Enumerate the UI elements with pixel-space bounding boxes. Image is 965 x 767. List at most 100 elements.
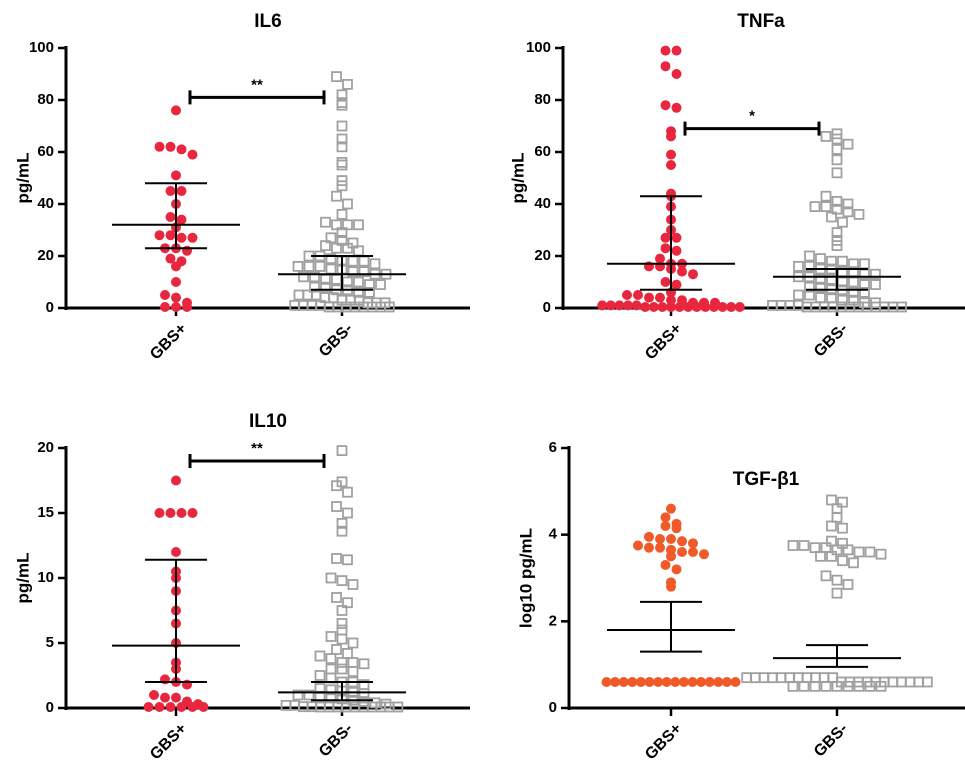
data-point-gbs-neg <box>837 216 848 228</box>
data-point-gbs-neg <box>336 208 348 220</box>
panel-il10: IL10 pg/mL 0 5 10 15 20 GBS+ GBS- ** <box>13 411 470 763</box>
data-point-gbs-neg <box>336 99 348 111</box>
data-point-gbs-pos <box>182 302 192 312</box>
data-point-gbs-neg <box>848 286 859 298</box>
data-point-gbs-neg <box>347 637 359 649</box>
data-point-gbs-pos <box>677 536 687 547</box>
y-tick-label: 20 <box>37 247 54 264</box>
data-point-gbs-pos <box>171 475 181 486</box>
data-point-gbs-neg <box>831 195 843 207</box>
data-point-gbs-neg <box>787 540 799 551</box>
data-point-gbs-pos <box>176 186 187 196</box>
data-point-gbs-pos <box>666 149 676 160</box>
data-point-gbs-pos <box>614 300 625 311</box>
data-point-gbs-pos <box>154 508 165 518</box>
data-point-gbs-neg <box>336 525 348 537</box>
data-point-gbs-neg <box>853 208 865 220</box>
data-point-gbs-neg <box>826 535 837 547</box>
y-tick-label: 0 <box>543 299 551 316</box>
data-point-gbs-neg <box>325 253 337 265</box>
data-point-gbs-pos <box>699 549 709 560</box>
y-axis-label: log10 pg/mL <box>516 528 535 628</box>
data-point-gbs-neg <box>358 255 370 267</box>
data-point-gbs-neg <box>325 232 337 244</box>
data-point-gbs-neg <box>826 550 837 562</box>
chart-title: TNFa <box>737 11 785 32</box>
x-category-label: GBS- <box>316 720 356 760</box>
x-category-label: GBS+ <box>642 320 685 363</box>
data-point-gbs-pos <box>143 702 154 712</box>
data-point-gbs-neg <box>741 672 753 684</box>
data-point-gbs-neg <box>347 255 359 267</box>
y-tick-label: 0 <box>46 299 54 316</box>
data-point-gbs-pos <box>165 253 176 264</box>
data-point-gbs-pos <box>683 302 694 312</box>
data-point-gbs-neg <box>331 190 342 202</box>
data-point-gbs-neg <box>336 141 348 153</box>
data-point-gbs-pos <box>171 692 181 703</box>
data-point-gbs-pos <box>171 302 181 312</box>
data-point-gbs-pos <box>713 677 724 687</box>
data-point-gbs-neg <box>358 688 370 700</box>
data-point-gbs-neg <box>353 219 364 231</box>
data-point-gbs-pos <box>655 542 665 553</box>
data-point-gbs-neg <box>815 292 826 304</box>
x-category-label: GBS+ <box>147 320 190 363</box>
data-point-gbs-neg <box>342 219 353 231</box>
data-point-gbs-pos <box>618 677 629 687</box>
data-point-gbs-pos <box>165 508 176 518</box>
data-point-gbs-neg <box>820 190 832 202</box>
data-point-gbs-neg <box>336 159 348 171</box>
data-point-gbs-neg <box>826 494 837 506</box>
data-point-gbs-neg <box>309 281 320 293</box>
data-point-gbs-pos <box>605 300 616 311</box>
data-point-gbs-neg <box>913 676 925 688</box>
data-point-gbs-neg <box>342 242 353 254</box>
data-point-gbs-neg <box>342 79 353 90</box>
significance-label: ** <box>251 76 263 93</box>
data-point-gbs-neg <box>837 522 848 534</box>
data-point-gbs-neg <box>336 156 348 168</box>
data-point-gbs-neg <box>820 680 832 692</box>
data-point-gbs-neg <box>309 271 320 283</box>
y-tick-label: 100 <box>526 39 551 56</box>
data-point-gbs-neg <box>314 260 326 272</box>
data-point-gbs-neg <box>325 684 337 696</box>
data-point-gbs-neg <box>831 587 843 599</box>
y-tick-label: 0 <box>549 699 557 716</box>
data-point-gbs-pos <box>171 170 181 181</box>
data-point-gbs-neg <box>837 255 848 267</box>
data-point-gbs-pos <box>730 677 741 687</box>
data-point-gbs-neg <box>336 605 348 616</box>
y-tick-label: 60 <box>534 143 551 160</box>
data-point-gbs-pos <box>704 677 715 687</box>
data-point-gbs-pos <box>677 266 687 277</box>
data-point-gbs-pos <box>696 677 707 687</box>
data-point-gbs-neg <box>331 480 342 492</box>
data-point-gbs-neg <box>793 260 804 272</box>
data-point-gbs-neg <box>292 260 304 272</box>
data-point-gbs-pos <box>601 677 612 687</box>
data-point-gbs-pos <box>674 302 685 312</box>
y-tick-label: 40 <box>534 195 551 212</box>
data-point-gbs-neg <box>887 676 899 688</box>
data-point-gbs-neg <box>820 570 832 582</box>
data-point-gbs-neg <box>353 286 364 298</box>
data-point-gbs-pos <box>666 551 676 562</box>
data-point-gbs-neg <box>331 592 342 603</box>
data-point-gbs-neg <box>358 696 370 707</box>
data-point-gbs-pos <box>655 253 665 264</box>
data-point-gbs-pos <box>734 302 745 312</box>
data-point-gbs-pos <box>171 292 181 303</box>
data-point-gbs-neg <box>325 631 337 642</box>
data-point-gbs-neg <box>837 555 848 567</box>
data-point-gbs-pos <box>660 45 671 56</box>
data-point-gbs-neg <box>342 554 353 566</box>
data-point-gbs-pos <box>660 277 671 287</box>
chart-title: TGF-β1 <box>733 469 800 490</box>
data-point-gbs-pos <box>187 508 198 518</box>
data-point-gbs-neg <box>336 624 348 636</box>
data-point-gbs-pos <box>666 160 676 170</box>
data-point-gbs-pos <box>640 302 651 312</box>
data-point-gbs-neg <box>298 271 309 283</box>
